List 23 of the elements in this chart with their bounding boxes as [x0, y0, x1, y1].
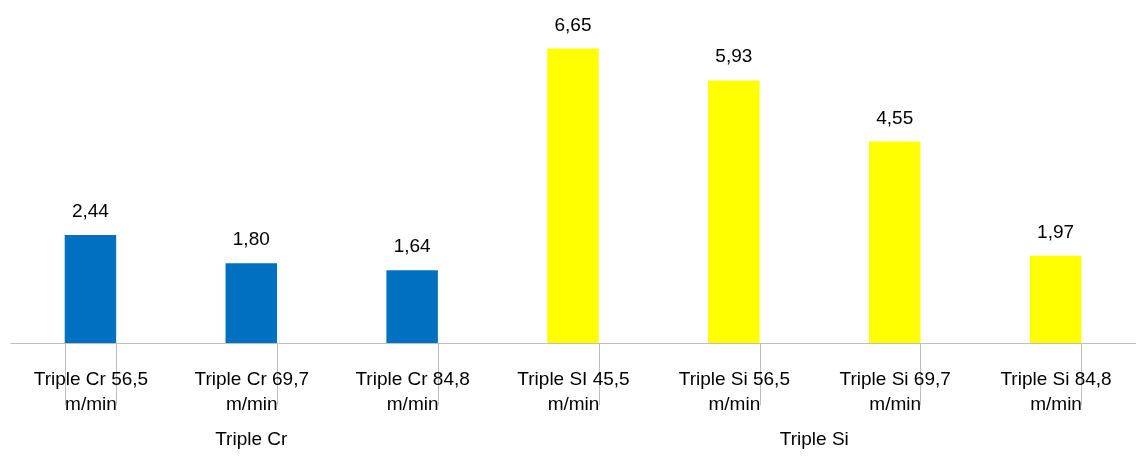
text: Triple Cr: [215, 428, 289, 449]
data-label: 2,44: [71, 199, 110, 221]
data-label: 1,64: [393, 235, 432, 257]
x-tick-label: Triple Si 56,5 m/min: [678, 367, 790, 414]
data-label: 5,93: [715, 45, 753, 67]
data-label: 1,80: [232, 228, 270, 250]
x-tick-label: Triple SI 45,5 m/min: [517, 367, 630, 414]
bar: [386, 270, 438, 343]
x-tick-label: Triple Si 69,7 m/min: [839, 367, 951, 414]
bar: [708, 80, 760, 343]
bar: [868, 141, 921, 343]
data-label: 6,65: [554, 13, 592, 35]
bar: [1029, 255, 1082, 343]
bar: [64, 234, 117, 343]
x-tick-label: Triple Cr 84,8 m/min: [355, 367, 470, 414]
data-label: 4,55: [876, 106, 914, 128]
x-tick-label: Triple Si 84,8 m/min: [1000, 367, 1112, 414]
bar: [225, 263, 278, 343]
x-tick-label: Triple Cr 56,5 m/min: [33, 367, 149, 414]
text: Triple Si: [779, 428, 849, 449]
x-tick-label: Triple Cr 69,7 m/min: [194, 367, 309, 414]
bar: [547, 48, 599, 343]
data-label: 1,97: [1037, 220, 1075, 242]
